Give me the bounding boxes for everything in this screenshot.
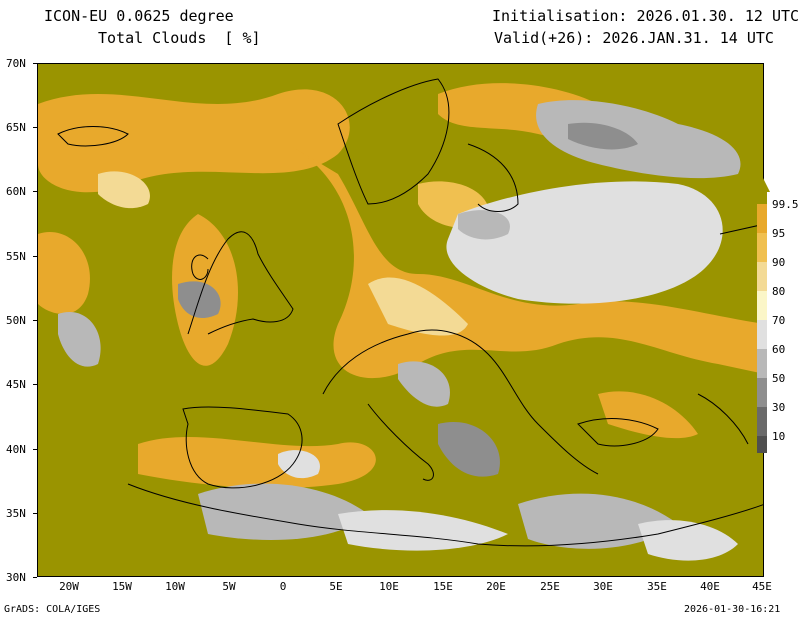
colorbar-label: 70 bbox=[772, 314, 786, 327]
lon-label: 20W bbox=[59, 580, 79, 593]
model-title: ICON-EU 0.0625 degree bbox=[44, 7, 234, 25]
valid-time: Valid(+26): 2026.JAN.31. 14 UTC bbox=[494, 29, 774, 47]
lon-label: 10E bbox=[379, 580, 399, 593]
lat-tick bbox=[33, 63, 37, 64]
colorbar-bin bbox=[757, 233, 767, 262]
colorbar-top-arrow bbox=[754, 176, 770, 192]
lat-label: 30N bbox=[6, 571, 26, 584]
lat-label: 50N bbox=[6, 314, 26, 327]
map-canvas bbox=[38, 64, 763, 576]
lat-tick bbox=[33, 191, 37, 192]
lon-label: 15W bbox=[112, 580, 132, 593]
colorbar-bin bbox=[757, 436, 767, 453]
colorbar-bin bbox=[757, 407, 767, 436]
colorbar-bin bbox=[757, 192, 767, 204]
colorbar-label: 30 bbox=[772, 401, 786, 414]
colorbar-label: 10 bbox=[772, 430, 786, 443]
lon-label: 35E bbox=[647, 580, 667, 593]
lon-label: 15E bbox=[433, 580, 453, 593]
colorbar-label: 80 bbox=[772, 285, 786, 298]
lat-label: 60N bbox=[6, 185, 26, 198]
lat-tick bbox=[33, 449, 37, 450]
lon-label: 5E bbox=[329, 580, 343, 593]
init-time: Initialisation: 2026.01.30. 12 UTC bbox=[492, 7, 800, 25]
colorbar-bin bbox=[757, 349, 767, 378]
lat-tick bbox=[33, 513, 37, 514]
render-timestamp: 2026-01-30-16:21 bbox=[684, 604, 781, 615]
lon-label: 40E bbox=[700, 580, 720, 593]
colorbar-bin bbox=[757, 204, 767, 233]
lat-label: 40N bbox=[6, 443, 26, 456]
lat-label: 70N bbox=[6, 57, 26, 70]
lat-label: 45N bbox=[6, 378, 26, 391]
colorbar-bin bbox=[757, 320, 767, 349]
lon-label: 25E bbox=[540, 580, 560, 593]
lat-label: 35N bbox=[6, 507, 26, 520]
colorbar-label: 90 bbox=[772, 256, 786, 269]
lon-label: 20E bbox=[486, 580, 506, 593]
lon-label: 0 bbox=[279, 580, 287, 593]
lat-tick bbox=[33, 256, 37, 257]
lat-label: 65N bbox=[6, 121, 26, 134]
variable-title: Total Clouds [ %] bbox=[98, 29, 261, 47]
cloud-cover-map bbox=[37, 63, 764, 577]
colorbar-label: 60 bbox=[772, 343, 786, 356]
lon-label: 10W bbox=[165, 580, 185, 593]
lat-tick bbox=[33, 577, 37, 578]
lat-tick bbox=[33, 127, 37, 128]
lon-label: 30E bbox=[593, 580, 613, 593]
lat-tick bbox=[33, 384, 37, 385]
colorbar-bin bbox=[757, 291, 767, 320]
lat-tick bbox=[33, 320, 37, 321]
colorbar-bin bbox=[757, 378, 767, 407]
lon-label: 45E bbox=[752, 580, 772, 593]
colorbar-label: 50 bbox=[772, 372, 786, 385]
lon-label: 5W bbox=[222, 580, 236, 593]
colorbar-label: 99.5 bbox=[772, 198, 799, 211]
colorbar-label: 95 bbox=[772, 227, 786, 240]
lat-label: 55N bbox=[6, 250, 26, 263]
grads-credit: GrADS: COLA/IGES bbox=[4, 604, 101, 615]
colorbar-bin bbox=[757, 262, 767, 291]
